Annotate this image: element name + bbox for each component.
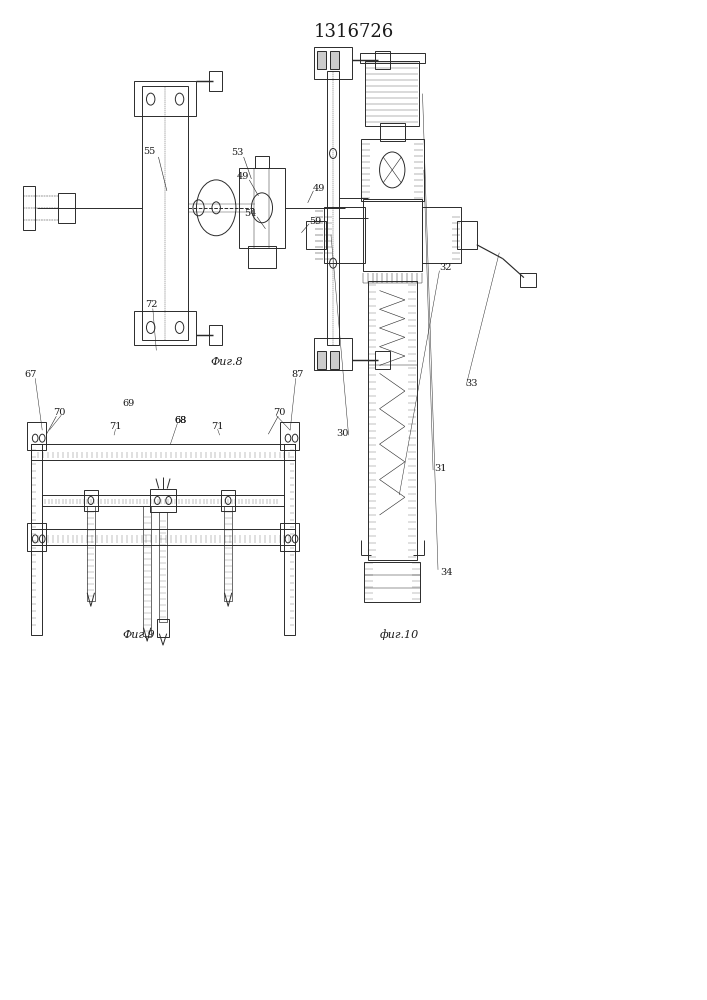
Bar [366, 61, 419, 126]
Text: 31: 31 [434, 464, 446, 473]
Bar [375, 351, 390, 369]
Text: 55: 55 [143, 147, 156, 156]
Text: 30: 30 [336, 429, 349, 438]
Text: 34: 34 [440, 568, 452, 577]
Text: 53: 53 [231, 148, 243, 157]
Text: Фиг.8: Фиг.8 [211, 357, 243, 367]
Bar [239, 168, 285, 248]
Bar [368, 281, 417, 560]
Bar [380, 123, 405, 141]
Bar [284, 444, 295, 635]
Text: 69: 69 [122, 399, 134, 408]
Text: 70: 70 [53, 408, 65, 417]
Bar [224, 506, 233, 601]
Bar [158, 619, 169, 637]
Text: 49: 49 [312, 184, 325, 193]
Bar [330, 51, 339, 69]
Bar [31, 529, 295, 545]
Bar [279, 523, 299, 551]
Bar [31, 444, 42, 635]
Bar [248, 246, 276, 268]
Bar [324, 207, 365, 263]
Bar [58, 193, 76, 223]
Bar [457, 221, 477, 249]
Bar [160, 512, 167, 622]
Text: 68: 68 [175, 416, 187, 425]
Text: 70: 70 [273, 408, 285, 417]
Bar [27, 422, 47, 450]
Bar [363, 199, 422, 271]
Text: Фиг.9: Фиг.9 [122, 630, 155, 640]
Bar [375, 51, 390, 69]
Text: 33: 33 [465, 379, 478, 388]
Bar [314, 338, 352, 370]
Bar [327, 71, 339, 345]
Bar [151, 489, 175, 512]
Bar [306, 221, 326, 249]
Text: 54: 54 [245, 209, 257, 218]
Bar [134, 81, 197, 116]
Text: 71: 71 [109, 422, 122, 431]
Text: 1316726: 1316726 [313, 23, 394, 41]
Bar [27, 523, 47, 551]
Bar [317, 51, 326, 69]
Text: 49: 49 [237, 172, 249, 181]
Bar [330, 351, 339, 369]
Bar [317, 351, 326, 369]
Bar [209, 325, 222, 345]
Bar [31, 444, 295, 460]
Bar [143, 506, 151, 636]
Bar [279, 422, 299, 450]
Bar [42, 495, 284, 506]
Bar [86, 506, 95, 601]
Bar [364, 562, 421, 602]
Bar [209, 71, 222, 91]
Bar [84, 490, 98, 511]
Text: 71: 71 [211, 422, 224, 431]
Text: 67: 67 [25, 370, 37, 379]
Text: 72: 72 [145, 300, 158, 309]
Bar [520, 273, 536, 287]
Text: 32: 32 [439, 263, 451, 272]
Text: 68: 68 [175, 416, 187, 425]
Bar [314, 47, 352, 79]
Bar [255, 156, 269, 168]
Bar [361, 139, 424, 201]
Text: 59: 59 [310, 217, 322, 226]
Bar [134, 311, 197, 345]
Bar [422, 207, 460, 263]
Text: 87: 87 [292, 370, 304, 379]
Bar [360, 53, 425, 63]
Bar [221, 490, 235, 511]
Text: фиг.10: фиг.10 [380, 629, 419, 640]
Bar [142, 86, 188, 340]
Bar [23, 186, 35, 230]
